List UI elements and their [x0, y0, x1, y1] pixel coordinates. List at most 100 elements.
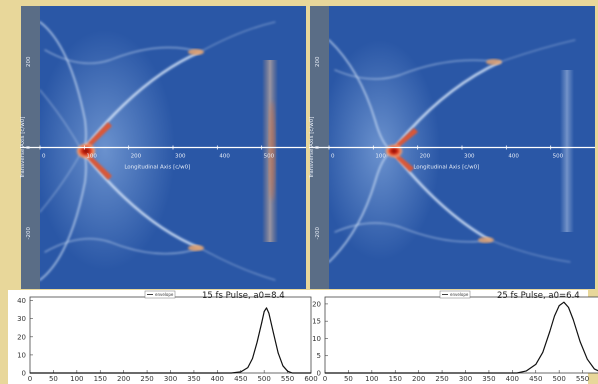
right-field-structures — [329, 39, 576, 263]
x-tick-label: 550 — [576, 375, 589, 383]
envelope-data-point — [535, 363, 537, 365]
envelope-data-point — [516, 372, 518, 374]
envelope-data-point — [554, 315, 555, 317]
x-tick-label: 300 — [164, 375, 177, 383]
envelope-data-point — [579, 341, 581, 343]
x-tick-label: 450 — [234, 375, 247, 383]
y-tick-label: 200 — [26, 56, 32, 67]
x-tick-label: 200 — [412, 375, 425, 383]
x-tick-label: 450 — [529, 375, 542, 383]
y-tick-label: 0 — [317, 370, 321, 378]
right-y-axis-label: Transverse Axis [c/w0] — [309, 117, 315, 180]
x-tick-label: 100 — [86, 154, 97, 160]
x-tick-label: 100 — [375, 154, 386, 160]
y-tick-label: 20 — [312, 300, 321, 308]
envelope-data-point — [261, 321, 263, 323]
x-tick-label: 550 — [281, 375, 294, 383]
x-tick-label: 500 — [264, 154, 275, 160]
y-tick-label: 15 — [312, 318, 321, 326]
y-tick-label: 0 — [26, 145, 32, 149]
x-tick-label: 350 — [482, 375, 495, 383]
y-tick-label: -200 — [26, 227, 32, 240]
right-plot-title: 25 fs Pulse, a0=6.4 — [497, 291, 580, 301]
envelope-data-point — [568, 306, 569, 308]
envelope-data-point — [230, 372, 232, 374]
y-tick-label: 10 — [312, 335, 321, 343]
x-tick-label: 0 — [42, 154, 46, 160]
envelope-data-point — [29, 372, 31, 374]
envelope-series-line — [325, 301, 598, 374]
envelope-data-point — [593, 368, 595, 370]
envelope-data-point — [525, 370, 527, 372]
y-tick-label: 20 — [17, 333, 26, 341]
x-tick-label: 0 — [331, 154, 335, 160]
envelope-data-point — [247, 367, 249, 368]
x-tick-label: 100 — [365, 375, 378, 383]
x-tick-label: 100 — [70, 375, 83, 383]
x-tick-label: 50 — [344, 375, 353, 383]
left-envelope-plot: 0 50 100 150 200 250 300 350 400 450 500 550 6000102… — [17, 290, 318, 383]
envelope-data-point — [572, 319, 574, 320]
envelope-data-point — [310, 372, 312, 374]
envelope-data-point — [266, 307, 267, 309]
envelope-data-point — [277, 352, 279, 354]
x-tick-label: 400 — [506, 375, 519, 383]
x-tick-label: 150 — [389, 375, 402, 383]
left-y-axis-label: Transverse Axis [c/w0] — [20, 117, 26, 180]
right-heatmap-axes: 0 100 200 300 400 500 Longitudinal Axis [c/w0]… — [309, 56, 595, 240]
x-tick-label: 0 — [28, 375, 32, 383]
envelope-data-point — [263, 311, 265, 312]
envelope-data-point — [256, 341, 258, 343]
x-tick-label: 400 — [211, 375, 224, 383]
left-plot-frame — [29, 296, 312, 374]
x-tick-label: 300 — [464, 154, 475, 160]
left-heatmap-axes: 0 100 200 300 400 500 Longitudinal Axis [c/w0]… — [20, 56, 306, 240]
right-legend: envelope — [439, 290, 471, 299]
envelope-data-point — [252, 358, 253, 359]
x-tick-label: 250 — [435, 375, 448, 383]
envelope-data-point — [287, 370, 288, 372]
x-tick-label: 50 — [49, 375, 58, 383]
envelope-data-point — [282, 365, 284, 367]
envelope-data-point — [291, 372, 293, 374]
left-field-structures — [40, 21, 278, 281]
x-tick-label: 250 — [140, 375, 153, 383]
x-tick-label: 500 — [552, 375, 565, 383]
envelope-series-line — [30, 307, 311, 374]
envelope-data-point — [549, 331, 551, 332]
x-tick-label: 500 — [553, 154, 564, 160]
envelope-data-point — [558, 305, 560, 307]
x-tick-label: 300 — [175, 154, 186, 160]
envelope-data-point — [586, 358, 588, 360]
left-legend: envelope — [144, 290, 176, 299]
envelope-data-point — [324, 372, 326, 374]
envelope-data-point — [268, 312, 270, 314]
x-tick-label: 400 — [219, 154, 230, 160]
envelope-data-point — [563, 301, 565, 303]
right-envelope-plot: 0501001502002503003504004505005506000510… — [312, 290, 598, 383]
y-tick-label: -200 — [315, 227, 321, 240]
envelope-data-point — [240, 371, 242, 373]
legend-label: envelope — [450, 292, 469, 297]
x-tick-label: 300 — [459, 375, 472, 383]
legend-box — [144, 290, 176, 299]
y-tick-label: 200 — [315, 56, 321, 67]
x-tick-label: 200 — [420, 154, 431, 160]
x-tick-label: 150 — [94, 375, 107, 383]
left-x-axis-label: Longitudinal Axis [c/w0] — [124, 165, 190, 171]
legend-box — [439, 290, 471, 299]
y-tick-label: 5 — [317, 352, 321, 360]
right-x-axis-label: Longitudinal Axis [c/w0] — [413, 165, 479, 171]
y-tick-label: 40 — [17, 297, 26, 305]
right-plot-frame — [324, 296, 598, 374]
x-tick-label: 200 — [131, 154, 142, 160]
y-tick-label: 0 — [315, 145, 321, 149]
x-tick-label: 0 — [323, 375, 327, 383]
x-tick-label: 200 — [117, 375, 130, 383]
x-tick-label: 600 — [304, 375, 317, 383]
y-tick-label: 0 — [22, 370, 26, 378]
left-plot-title: 15 fs Pulse, a0=8.4 — [202, 291, 285, 301]
x-tick-label: 350 — [187, 375, 200, 383]
y-tick-label: 10 — [17, 351, 26, 359]
